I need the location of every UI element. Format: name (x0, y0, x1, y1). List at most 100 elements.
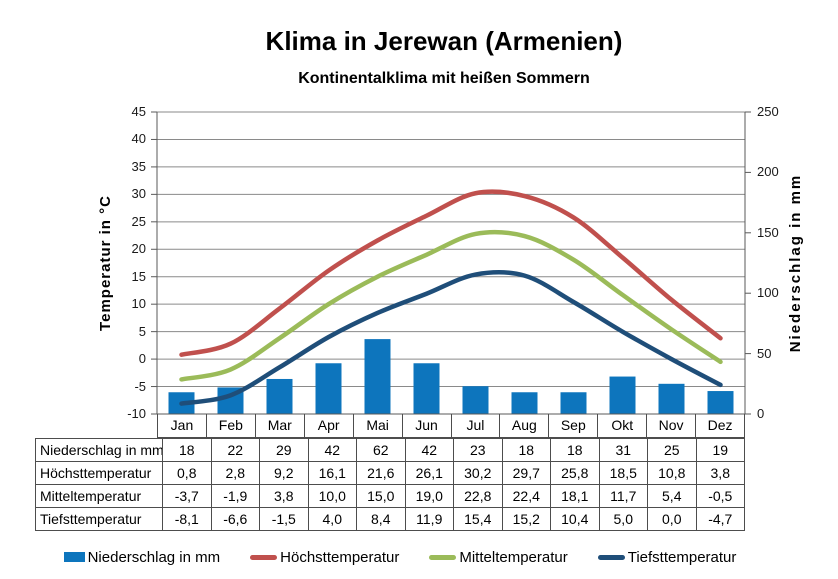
left-axis-tick-label: -10 (127, 406, 146, 421)
right-axis-tick-label: 100 (757, 285, 779, 301)
table-cell: 22,8 (453, 484, 503, 508)
table-cell: -1,5 (259, 507, 309, 531)
legend-line-swatch-icon (597, 554, 625, 560)
table-cell: 2,8 (210, 461, 260, 485)
table-row: Mitteltemperatur -3,7 -1,9 3,8 10,0 15,0 19,0 2… (35, 484, 745, 508)
month-label: Nov (647, 414, 697, 438)
precipitation-bar (266, 378, 293, 414)
table-cell: 19,0 (404, 484, 454, 508)
table-cell: 16,1 (307, 461, 357, 485)
table-cell: 4,0 (307, 507, 357, 531)
table-cell: 19 (695, 438, 745, 462)
table-row: Niederschlag in mm 18 22 29 42 62 42 23 18 18 31 25… (35, 438, 745, 462)
left-axis-tick-label: 40 (131, 131, 146, 147)
table-cell: 0,8 (162, 461, 212, 485)
right-axis-tick-label: 150 (757, 224, 779, 240)
precipitation-bar (364, 339, 391, 414)
table-cell: 5,4 (647, 484, 697, 508)
table-cell: 15,4 (453, 507, 503, 531)
data-table: Niederschlag in mm 18 22 29 42 62 42 23 18 18 31 25… (35, 438, 745, 531)
month-label: Mai (353, 414, 403, 438)
month-label: Jun (402, 414, 452, 438)
temperature-line (179, 229, 723, 382)
temperature-line (179, 189, 723, 357)
table-cell: -3,7 (162, 484, 212, 508)
precipitation-bar (658, 383, 685, 414)
month-label: Jul (451, 414, 501, 438)
table-cell: 30,2 (453, 461, 503, 485)
legend-label: Niederschlag in mm (87, 548, 221, 566)
legend-label: Tiefsttemperatur (627, 548, 737, 566)
table-cell: 29 (259, 438, 309, 462)
left-axis-tick-label: -5 (134, 378, 146, 394)
legend-line-swatch-icon (429, 554, 457, 560)
legend-item: Niederschlag in mm (63, 548, 221, 566)
table-cell: 42 (404, 438, 454, 462)
table-cell: -1,9 (210, 484, 260, 508)
legend-label: Höchsttemperatur (280, 548, 400, 566)
table-cell: 25 (647, 438, 697, 462)
table-cell: 8,4 (356, 507, 406, 531)
month-label: Sep (549, 414, 599, 438)
table-row-label: Mitteltemperatur (35, 484, 163, 508)
left-axis-tick-label: 45 (131, 104, 146, 119)
table-row-label: Tiefsttemperatur (35, 507, 163, 531)
precipitation-bar (609, 376, 636, 414)
chart-legend: Niederschlag in mm Höchsttemperatur Mittel… (0, 543, 800, 571)
legend-item: Tiefsttemperatur (597, 548, 737, 566)
left-axis-tick-label: 10 (131, 296, 146, 312)
month-label: Feb (206, 414, 256, 438)
table-cell: 18 (550, 438, 600, 462)
month-label: Okt (598, 414, 648, 438)
table-cell: 10,0 (307, 484, 357, 508)
legend-label: Mitteltemperatur (459, 548, 568, 566)
right-axis-tick-label: 200 (757, 164, 779, 180)
table-cell: 23 (453, 438, 503, 462)
table-cell: -6,6 (210, 507, 260, 531)
precipitation-bar (707, 391, 734, 414)
table-row: Tiefsttemperatur -8,1 -6,6 -1,5 4,0 8,4 11,9 15… (35, 507, 745, 531)
month-label: Apr (304, 414, 354, 438)
table-cell: 22,4 (501, 484, 551, 508)
left-axis-tick-label: 15 (131, 268, 146, 284)
precipitation-bar (511, 392, 538, 414)
legend-item: Mitteltemperatur (429, 548, 568, 566)
table-cell: 10,8 (647, 461, 697, 485)
left-axis-tick-label: 0 (138, 351, 146, 367)
precipitation-bar (462, 386, 489, 414)
table-cell: -8,1 (162, 507, 212, 531)
table-cell: 22 (210, 438, 260, 462)
table-cell: 11,7 (598, 484, 648, 508)
month-axis-row: Jan Feb Mar Apr Mai Jun Jul Aug Sep Okt Nov Dez (157, 414, 745, 438)
right-axis-tick-label: 50 (757, 345, 772, 361)
month-label: Dez (696, 414, 745, 438)
table-cell: 9,2 (259, 461, 309, 485)
table-cell: -0,5 (695, 484, 745, 508)
table-cell: 3,8 (695, 461, 745, 485)
precipitation-bar (413, 363, 440, 414)
table-cell: 15,0 (356, 484, 406, 508)
table-cell: 15,2 (501, 507, 551, 531)
table-row-label: Niederschlag in mm (35, 438, 163, 462)
temperature-line (179, 269, 723, 406)
legend-item: Höchsttemperatur (250, 549, 399, 566)
table-cell: 18 (501, 438, 551, 462)
left-axis-tick-label: 25 (131, 213, 146, 229)
table-cell: 0,0 (647, 507, 697, 531)
legend-bar-swatch-icon (63, 552, 85, 562)
month-label: Mar (255, 414, 305, 438)
right-axis-tick-label: 250 (757, 104, 779, 119)
table-row: Höchsttemperatur 0,8 2,8 9,2 16,1 21,6 26,1 30,… (35, 461, 745, 485)
legend-line-swatch-icon (250, 554, 278, 560)
table-cell: -4,7 (695, 507, 745, 531)
left-axis-tick-label: 30 (131, 186, 146, 202)
month-label: Jan (158, 414, 207, 438)
table-cell: 25,8 (550, 461, 600, 485)
left-axis-tick-label: 35 (131, 158, 146, 174)
table-cell: 21,6 (356, 461, 406, 485)
left-axis-tick-label: 20 (131, 241, 146, 257)
table-cell: 18,5 (598, 461, 648, 485)
chart-title: Klima in Jerewan (Armenien) (265, 26, 623, 56)
